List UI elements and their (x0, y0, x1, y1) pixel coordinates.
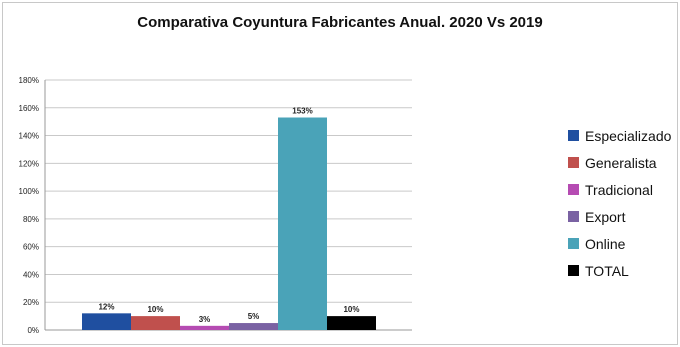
y-tick-label: 120% (19, 159, 39, 168)
chart-legend: Especializado Generalista Tradicional Expor… (568, 122, 671, 284)
bar-tradicional (180, 325, 229, 330)
data-label: 3% (199, 315, 211, 324)
bar-online (278, 117, 327, 330)
legend-swatch (568, 157, 579, 168)
y-tick-label: 0% (27, 326, 39, 335)
y-tick-label: 20% (23, 298, 39, 307)
y-tick-label: 180% (19, 76, 39, 85)
legend-label: Especializado (585, 127, 672, 144)
legend-swatch (568, 238, 579, 249)
data-label: 10% (147, 305, 163, 314)
y-tick-label: 40% (23, 270, 39, 279)
legend-item-export: Export (568, 203, 671, 230)
legend-swatch (568, 211, 579, 222)
legend-label: Tradicional (585, 181, 653, 198)
legend-item-total: TOTAL (568, 257, 671, 284)
bar-total (327, 316, 376, 330)
bar-export (229, 323, 278, 330)
legend-label: Online (585, 235, 626, 252)
legend-item-online: Online (568, 230, 671, 257)
legend-item-especializado: Especializado (568, 122, 671, 149)
legend-label: Export (585, 208, 626, 225)
legend-swatch (568, 130, 579, 141)
data-label: 10% (343, 305, 359, 314)
y-tick-label: 140% (19, 132, 39, 141)
legend-item-tradicional: Tradicional (568, 176, 671, 203)
data-label: 12% (98, 302, 114, 311)
legend-label: Generalista (585, 154, 657, 171)
legend-item-generalista: Generalista (568, 149, 671, 176)
y-tick-label: 80% (23, 215, 39, 224)
y-tick-label: 160% (19, 104, 39, 113)
legend-label: TOTAL (585, 262, 629, 279)
y-tick-label: 100% (19, 187, 39, 196)
bar-especializado (82, 313, 131, 330)
legend-swatch (568, 265, 579, 276)
data-label: 5% (248, 312, 260, 321)
legend-swatch (568, 184, 579, 195)
y-tick-label: 60% (23, 243, 39, 252)
bar-generalista (131, 316, 180, 330)
chart-title: Comparativa Coyuntura Fabricantes Anual.… (137, 14, 543, 31)
data-label: 153% (292, 107, 312, 116)
